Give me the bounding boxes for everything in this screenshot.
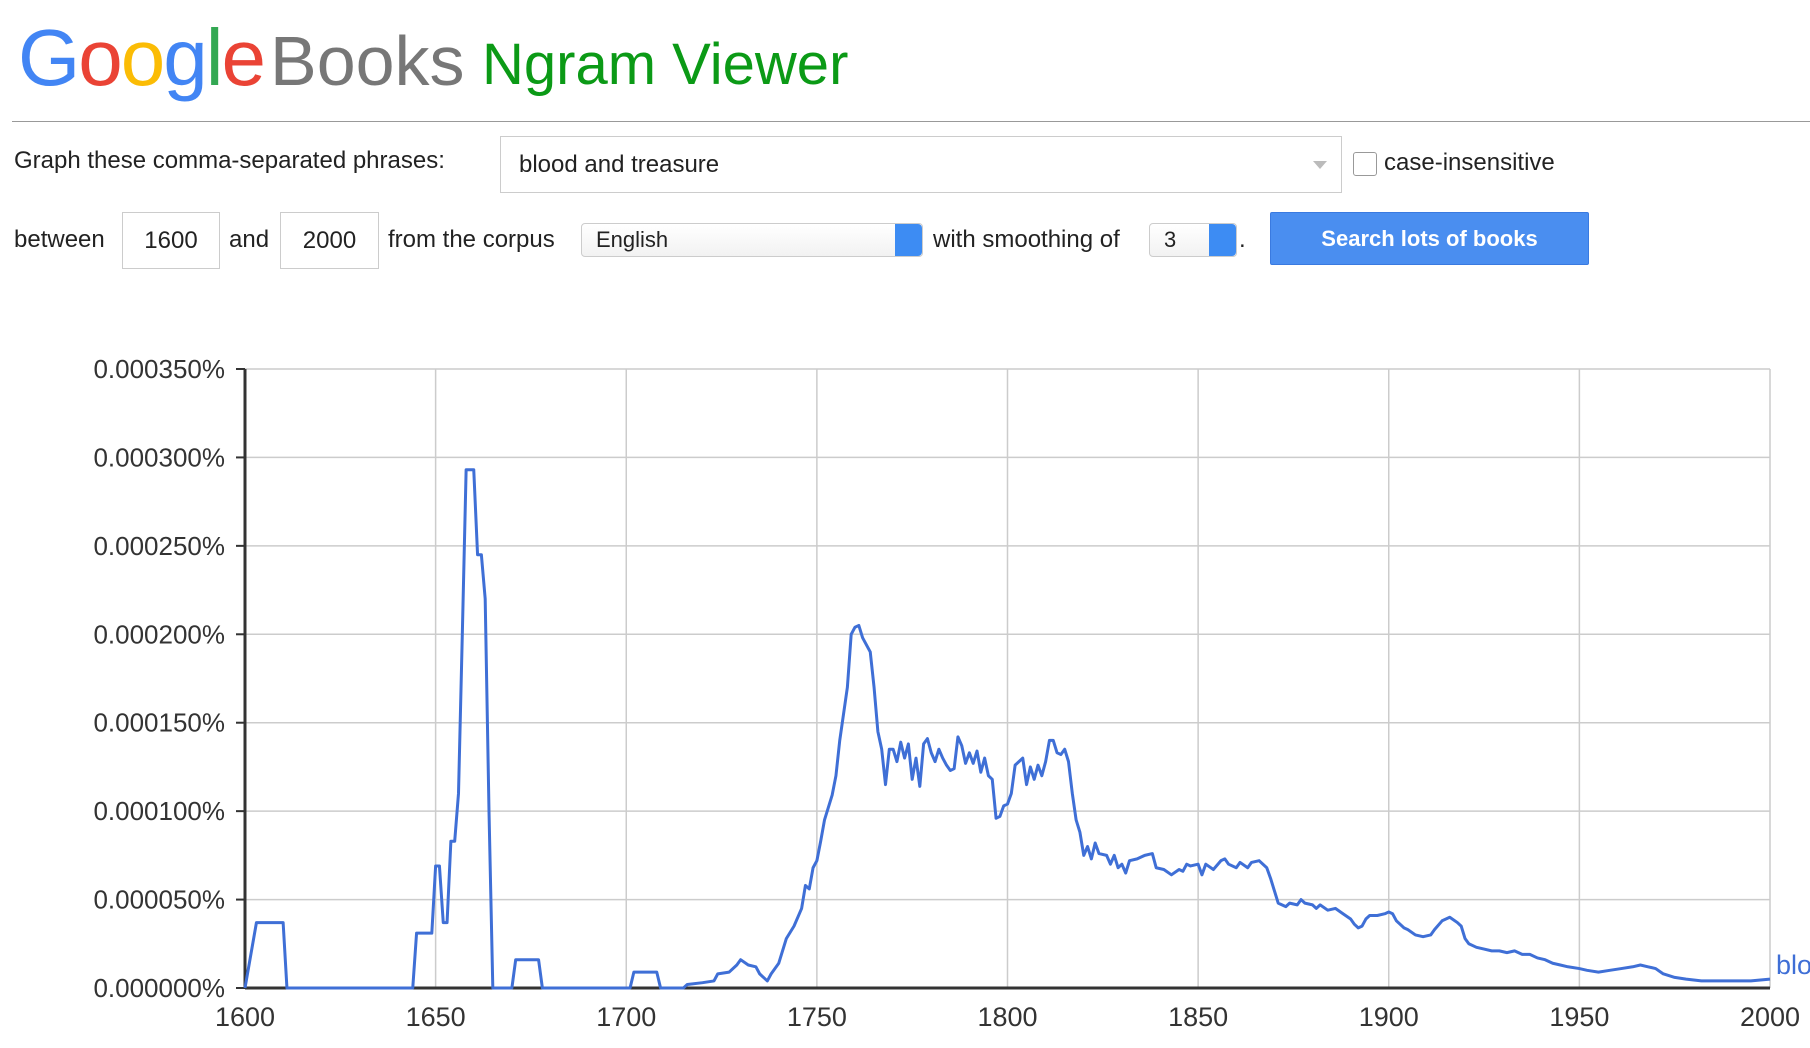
y-tick-label: 0.000100% — [93, 796, 225, 826]
case-label: case-insensitive — [1384, 149, 1555, 176]
between-label: between — [14, 226, 105, 253]
dropdown-arrow — [1313, 161, 1327, 169]
x-tick-label: 2000 — [1740, 1002, 1800, 1032]
query-input[interactable]: blood and treasure — [500, 136, 1342, 193]
x-tick-label: 1950 — [1549, 1002, 1609, 1032]
end-year: 2000 — [302, 226, 357, 254]
product-name: Books — [270, 22, 465, 100]
y-tick-label: 0.000050% — [93, 885, 225, 915]
start-year: 1600 — [144, 226, 198, 254]
and-label: and — [229, 226, 270, 253]
x-tick-label: 1700 — [596, 1002, 656, 1032]
y-tick-label: 0.000000% — [93, 973, 225, 1003]
app-name: Ngram Viewer — [482, 32, 849, 97]
series-line — [243, 468, 1771, 990]
series-label: blood and treasure — [1776, 950, 1810, 980]
smoothing: 3 — [1164, 227, 1177, 252]
start-year-input[interactable]: 1600 — [122, 212, 220, 269]
case-checkbox[interactable] — [1353, 152, 1377, 176]
end-year-input[interactable]: 2000 — [280, 212, 379, 269]
query-text: blood and treasure — [519, 150, 720, 178]
select-arrow — [1209, 224, 1236, 256]
y-tick-label: 0.000300% — [93, 442, 225, 472]
y-tick-label: 0.000350% — [93, 354, 225, 384]
divider — [12, 121, 1810, 122]
period: . — [1239, 226, 1246, 253]
corpus: English — [596, 227, 669, 252]
y-tick-label: 0.000150% — [93, 708, 225, 738]
search-button[interactable]: Search lots of books — [1270, 212, 1589, 265]
google-logo[interactable]: Google — [18, 13, 266, 102]
corpus-select[interactable]: English — [581, 223, 923, 257]
y-tick-label: 0.000250% — [93, 531, 225, 561]
x-tick-label: 1800 — [977, 1002, 1037, 1032]
phrases-label: Graph these comma-separated phrases: — [14, 147, 445, 174]
select-arrow — [895, 224, 922, 256]
y-tick-label: 0.000200% — [93, 619, 225, 649]
x-tick-label: 1600 — [215, 1002, 275, 1032]
smoothing-label: with smoothing of — [933, 226, 1120, 253]
corpus-label: from the corpus — [388, 226, 555, 253]
x-tick-label: 1900 — [1359, 1002, 1419, 1032]
smoothing-select[interactable]: 3 — [1149, 223, 1237, 257]
x-tick-label: 1750 — [787, 1002, 847, 1032]
x-tick-label: 1850 — [1168, 1002, 1228, 1032]
x-tick-label: 1650 — [406, 1002, 466, 1032]
